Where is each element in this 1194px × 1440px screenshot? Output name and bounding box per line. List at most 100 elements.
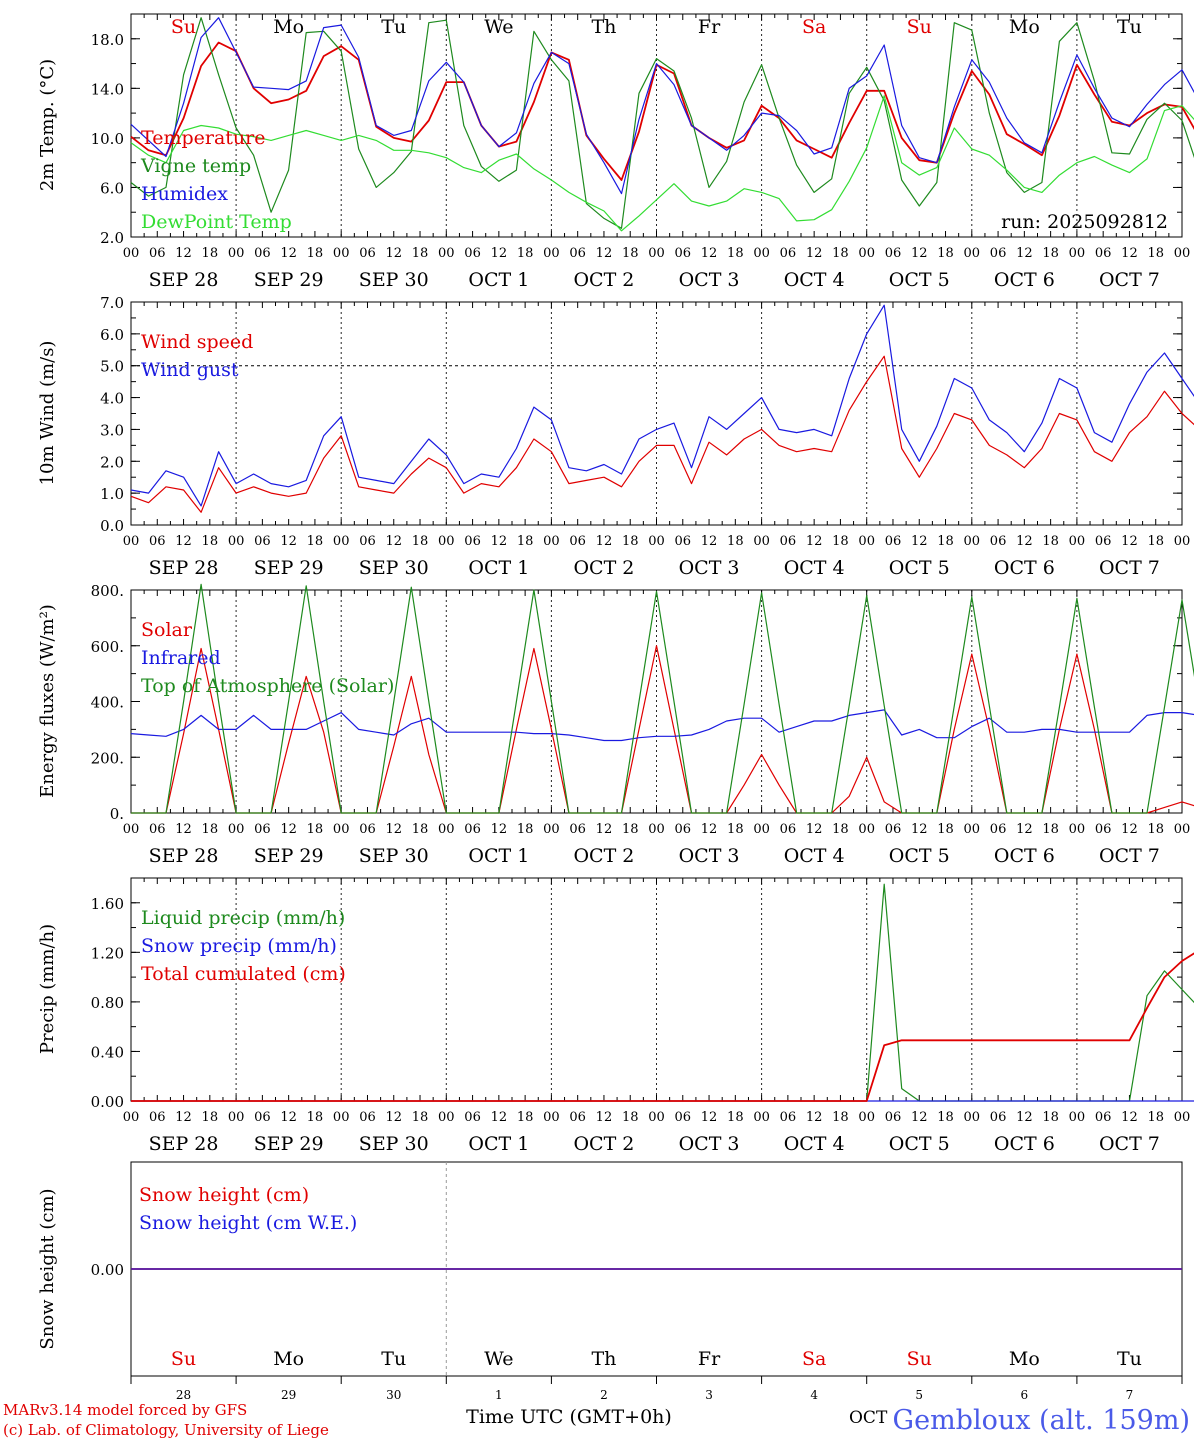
y-tick-label: 0.0 (100, 517, 124, 535)
hour-label: 12 (385, 822, 402, 837)
hour-label: 00 (1174, 822, 1191, 837)
hour-label: 00 (1174, 246, 1191, 261)
hour-label: 06 (780, 1110, 797, 1125)
legend-snow-height: Snow height (cm) (139, 1184, 309, 1206)
hour-label: 06 (675, 822, 692, 837)
hour-label: 12 (1121, 1110, 1138, 1125)
precip-y-axis-label: Precip (mm/h) (37, 924, 58, 1054)
hour-label: 00 (333, 1110, 350, 1125)
weekday-label: Tu (1117, 16, 1142, 38)
hour-label: 00 (858, 246, 875, 261)
y-tick-label: 200. (91, 749, 124, 767)
legend-wind-speed: Wind speed (141, 331, 253, 353)
hour-label: 18 (412, 1110, 429, 1125)
hour-label: 18 (1042, 534, 1059, 549)
day-number-label: 6 (1021, 1388, 1029, 1402)
hour-label: 12 (806, 822, 823, 837)
hour-label: 12 (1016, 822, 1033, 837)
weekday-label: Su (907, 1348, 932, 1370)
date-label: OCT 5 (889, 1133, 950, 1155)
hour-label: 06 (1095, 534, 1112, 549)
date-label: SEP 29 (254, 1133, 324, 1155)
series-wind-gust (130, 304, 1194, 507)
hour-label: 18 (832, 534, 849, 549)
weekday-label: Tu (381, 16, 406, 38)
hour-label: 06 (569, 1110, 586, 1125)
hour-label: 06 (359, 246, 376, 261)
hour-label: 12 (701, 246, 718, 261)
weekday-label: Tu (1117, 1348, 1142, 1370)
series-top-of-atmosphere-solar (131, 583, 1194, 814)
hour-label: 06 (359, 534, 376, 549)
hour-label: 18 (1147, 822, 1164, 837)
weekday-label: Su (171, 16, 196, 38)
hour-label: 06 (149, 1110, 166, 1125)
hour-label: 18 (517, 822, 534, 837)
hour-label: 18 (832, 1110, 849, 1125)
hour-label: 12 (806, 534, 823, 549)
date-label: OCT 1 (468, 845, 529, 867)
day-number-label: 3 (705, 1388, 713, 1402)
date-label: SEP 28 (149, 269, 219, 291)
hour-label: 12 (280, 534, 297, 549)
y-tick-label: 1.60 (91, 895, 124, 913)
lab-credit: (c) Lab. of Climatology, University of L… (3, 1421, 329, 1439)
hour-label: 18 (1042, 246, 1059, 261)
y-tick-label: 7.0 (100, 294, 124, 312)
hour-label: 00 (648, 534, 665, 549)
hour-label: 12 (596, 1110, 613, 1125)
series-vigne-temp (130, 17, 1194, 229)
hour-label: 00 (228, 534, 245, 549)
hour-label: 18 (517, 246, 534, 261)
hour-label: 18 (202, 1110, 219, 1125)
hour-label: 06 (254, 822, 271, 837)
hour-label: 06 (464, 534, 481, 549)
day-number-label: 4 (810, 1388, 818, 1402)
hour-label: 12 (911, 822, 928, 837)
hour-label: 00 (1069, 534, 1086, 549)
date-label: OCT 1 (468, 1133, 529, 1155)
hour-label: 12 (911, 246, 928, 261)
hour-label: 00 (858, 534, 875, 549)
hour-label: 12 (280, 822, 297, 837)
hour-label: 00 (438, 534, 455, 549)
hour-label: 06 (254, 534, 271, 549)
snow-y-axis-label: Snow height (cm) (37, 1188, 58, 1349)
hour-label: 00 (1069, 822, 1086, 837)
y-tick-label: 0.00 (91, 1261, 124, 1279)
date-label: OCT 4 (784, 269, 845, 291)
hour-label: 18 (622, 822, 639, 837)
hour-label: 00 (1069, 246, 1086, 261)
hour-label: 00 (543, 1110, 560, 1125)
y-tick-label: 2.0 (100, 229, 124, 247)
legend-wind-gust: Wind gust (141, 359, 239, 381)
hour-label: 12 (280, 1110, 297, 1125)
date-label: OCT 6 (994, 557, 1055, 579)
hour-label: 18 (412, 534, 429, 549)
day-number-label: 29 (281, 1388, 296, 1402)
legend-total-cumulated: Total cumulated (cm) (141, 963, 346, 985)
date-label: SEP 28 (149, 557, 219, 579)
hour-label: 18 (832, 246, 849, 261)
legend-dewpoint: DewPoint Temp (141, 211, 292, 233)
date-label: OCT 3 (679, 269, 740, 291)
hour-label: 06 (254, 1110, 271, 1125)
hour-label: 00 (1069, 1110, 1086, 1125)
date-label: OCT 4 (784, 845, 845, 867)
date-label: OCT 5 (889, 557, 950, 579)
hour-label: 18 (1042, 822, 1059, 837)
energy-panel: 0. 200. 400. 600. 800. 00 06 12 18 SEP 28 00 06 12 18… (91, 582, 1194, 867)
wind-panel: 0.0 1.0 2.0 3.0 4.0 5.0 6.0 7.0 00 06 12 18 SEP 28 00… (100, 294, 1194, 579)
hour-label: 06 (990, 246, 1007, 261)
hour-label: 00 (648, 1110, 665, 1125)
date-label: SEP 29 (254, 845, 324, 867)
legend-snow-precip: Snow precip (mm/h) (141, 935, 337, 957)
hour-label: 06 (359, 1110, 376, 1125)
series-temperature (130, 41, 1194, 181)
precip-panel: 0.00 0.40 0.80 1.20 1.60 00 06 12 18 SEP 28 00 06 12… (91, 877, 1194, 1155)
hour-label: 18 (1042, 1110, 1059, 1125)
weekday-label: Fr (698, 1348, 721, 1370)
legend-snow-height-we: Snow height (cm W.E.) (139, 1212, 357, 1234)
hour-label: 00 (123, 1110, 140, 1125)
hour-label: 18 (727, 1110, 744, 1125)
